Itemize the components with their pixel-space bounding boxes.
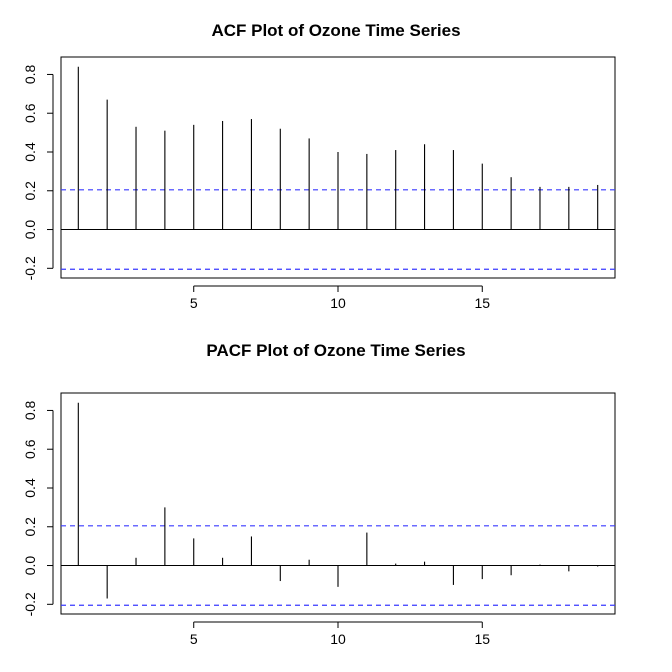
pacf-y-tick-label: 0.4 <box>22 478 38 498</box>
pacf-y-tick-label: -0.2 <box>22 592 38 616</box>
acf-y-tick-label: 0.2 <box>22 181 38 201</box>
pacf-y-tick-label: 0.6 <box>22 439 38 459</box>
pacf-bars <box>77 402 599 599</box>
pacf-x-tick-label: 15 <box>474 631 490 647</box>
acf-y-tick-label: 0.8 <box>22 65 38 85</box>
acf-bars <box>77 66 599 230</box>
pacf-x-tick-label: 10 <box>330 631 346 647</box>
acf-y-tick-label: 0.4 <box>22 142 38 162</box>
acf-title: ACF Plot of Ozone Time Series <box>211 21 460 40</box>
pacf-x-axis: 5 10 15 <box>190 621 490 647</box>
pacf-y-tick-label: 0.8 <box>22 401 38 421</box>
pacf-y-tick-label: 0.0 <box>22 556 38 576</box>
acf-y-tick-label: 0.0 <box>22 220 38 240</box>
acf-y-tick-label: -0.2 <box>22 256 38 280</box>
acf-y-tick-label: 0.6 <box>22 103 38 123</box>
acf-x-tick-label: 15 <box>474 295 490 311</box>
acf-x-tick-label: 5 <box>190 295 198 311</box>
acf-x-axis: 5 10 15 <box>190 285 490 311</box>
acf-x-tick-label: 10 <box>330 295 346 311</box>
acf-y-axis: -0.2 0.0 0.2 0.4 0.6 0.8 <box>22 65 54 280</box>
pacf-y-axis: -0.2 0.0 0.2 0.4 0.6 0.8 <box>22 401 54 616</box>
acf-plot-frame <box>60 56 616 279</box>
pacf-y-tick-label: 0.2 <box>22 517 38 537</box>
acf-panel: ACF Plot of Ozone Time Series 5 10 15 -0… <box>22 21 616 311</box>
pacf-title: PACF Plot of Ozone Time Series <box>206 341 465 360</box>
pacf-panel: PACF Plot of Ozone Time Series 5 10 15 -… <box>22 341 616 647</box>
pacf-x-tick-label: 5 <box>190 631 198 647</box>
pacf-plot-frame <box>60 392 616 615</box>
